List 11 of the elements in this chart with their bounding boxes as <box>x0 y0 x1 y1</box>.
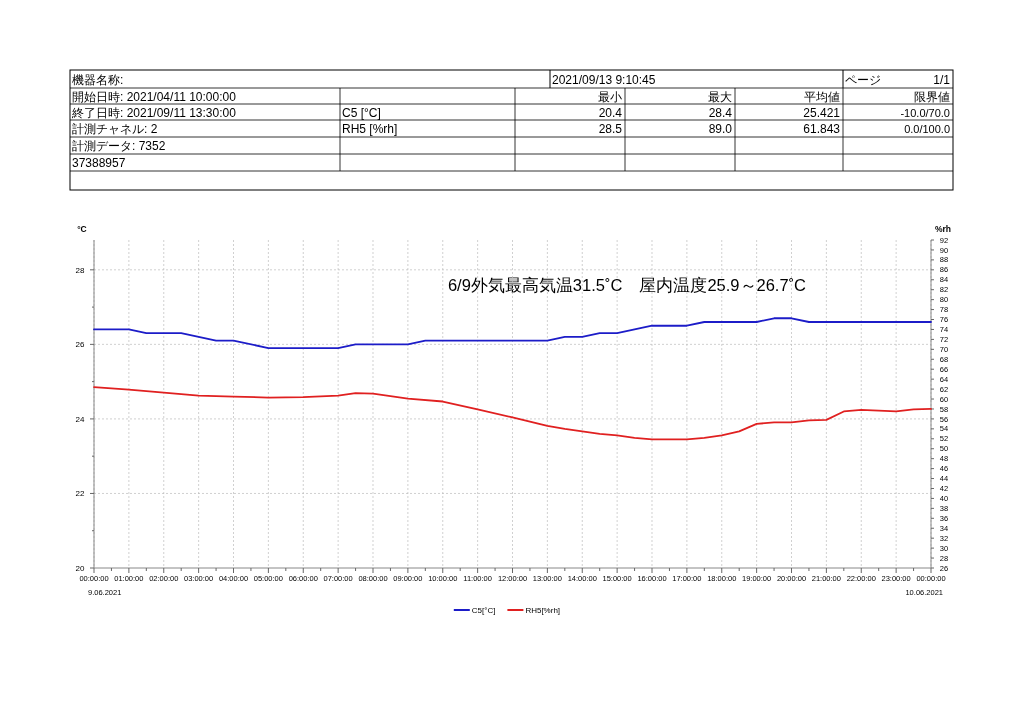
y-axis-title: °C <box>77 224 87 234</box>
y-tick-label: 22 <box>75 489 85 499</box>
y-tick-label: 26 <box>75 340 85 350</box>
legend-label: RH5[%rh] <box>525 606 561 615</box>
annotation: 6/9外気最高気温31.5˚C 屋内温度25.9～26.7˚C <box>447 276 807 294</box>
legend-label: C5[°C] <box>471 606 496 615</box>
y-tick-label: 28 <box>75 265 85 275</box>
header-table: 機器名称: 2021/09/13 9:10:45 ページ 1/1 開始日時: 2021/04/11 10:00:00 最小 最大 平均値 限界値 終了日時: 2021/09/11 13:30:00 C5 [°C] 20.4 28.4 25.421 -10.0/70.0 計測チャネル: 2 RH5 [%rh] 28.5 89.0 61.843 0.0/100.0 計測データ: 7352 37388957 <box>69 69 954 191</box>
y-tick-label: 20 <box>75 564 85 573</box>
y2-axis-title: %rh <box>934 224 952 234</box>
y-tick-label: 24 <box>75 414 85 424</box>
